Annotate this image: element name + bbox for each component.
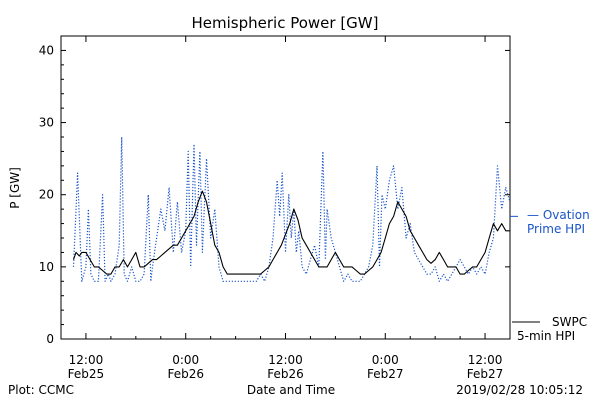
x-tick-time-label: 12:00 [268,353,303,367]
ovation-label-line2: Prime HPI [527,222,585,236]
y-axis-label: P [GW] [8,167,22,209]
chart-title: Hemispheric Power [GW] [192,14,379,32]
legend: — Ovation Prime HPI SWPC 5-min HPI [510,208,590,343]
y-tick-label: 40 [39,43,54,57]
y-tick-label: 20 [39,188,54,202]
x-axis: 12:00Feb250:00Feb2612:00Feb260:00Feb2712… [60,36,511,381]
y-tick-label: 30 [39,116,54,130]
x-tick-time-label: 12:00 [69,353,104,367]
x-tick-date-label: Feb26 [267,367,304,381]
y-tick-label: 0 [46,332,54,346]
x-tick-date-label: Feb25 [68,367,105,381]
footer-plot-credit: Plot: CCMC [8,383,74,397]
series-layer [72,136,511,282]
ovation-label-line1: — Ovation [527,208,590,222]
x-tick-time-label: 12:00 [468,353,503,367]
y-axis: 0 10 20 30 40 [39,35,510,346]
swpc-series-line [72,190,510,275]
swpc-label-line2: 5-min HPI [517,329,575,343]
ovation-series-line [72,136,511,282]
x-tick-time-label: 0:00 [372,353,399,367]
x-tick-date-label: Feb27 [367,367,404,381]
x-tick-date-label: Feb26 [167,367,204,381]
x-tick-time-label: 0:00 [172,353,199,367]
x-axis-label: Date and Time [247,383,335,397]
plot-border [60,35,511,340]
plot-frame [60,35,511,340]
x-tick-date-label: Feb27 [467,367,504,381]
y-tick-label: 10 [39,260,54,274]
swpc-label-line1: SWPC [552,315,587,329]
footer-timestamp: 2019/02/28 10:05:12 [456,383,583,397]
